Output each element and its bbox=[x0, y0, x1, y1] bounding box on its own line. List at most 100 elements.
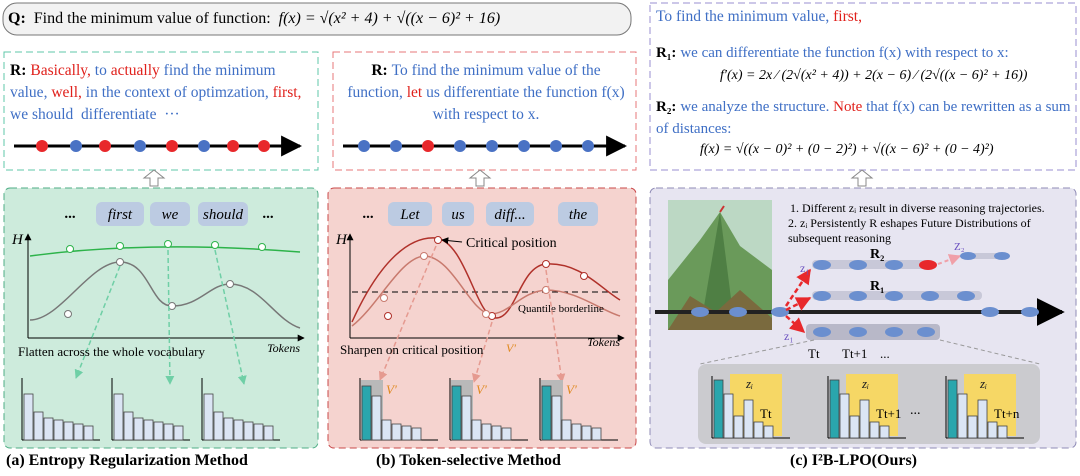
question: Q: Find the minimum value of function: f… bbox=[8, 8, 638, 30]
hist-bar bbox=[947, 379, 958, 439]
up-arrow bbox=[468, 169, 492, 187]
hist-bar bbox=[173, 425, 184, 441]
shape-g bbox=[378, 245, 566, 383]
hist-label: zᵢ bbox=[745, 376, 753, 391]
shape-line bbox=[937, 254, 962, 266]
hist-bar bbox=[361, 385, 372, 441]
caption: (a) Entropy Regularization Method bbox=[6, 452, 248, 469]
text-segment: find the minimum value, bbox=[10, 62, 280, 101]
token: we bbox=[162, 207, 179, 223]
shape-rect bbox=[558, 202, 598, 226]
shape-rect bbox=[96, 202, 144, 226]
shape-ellipse bbox=[1021, 307, 1039, 317]
text-segment: in the context of optimzation, bbox=[81, 84, 273, 101]
shape-ellipse bbox=[771, 307, 789, 317]
response-box-a bbox=[3, 51, 319, 171]
shape-rect bbox=[198, 202, 248, 226]
response-box-c bbox=[649, 2, 1077, 171]
shape-g bbox=[380, 252, 550, 318]
intro-text: To find the minimum value, first, bbox=[656, 8, 862, 25]
r1-text: we can differentiate the function f(x) w… bbox=[680, 45, 1008, 61]
shape-ellipse bbox=[518, 140, 530, 152]
hist-bar bbox=[869, 421, 880, 439]
shape-rect bbox=[486, 202, 534, 226]
tokens-b: ... Let us diff... the bbox=[362, 202, 598, 226]
shape-g bbox=[64, 258, 234, 318]
hist-bar bbox=[551, 395, 562, 441]
hist-bar bbox=[977, 399, 988, 439]
shape-path bbox=[719, 205, 725, 213]
token: us bbox=[451, 207, 465, 223]
hist-label: zᵢ bbox=[979, 376, 987, 391]
shape-circle bbox=[116, 258, 124, 266]
entropy-chart-a: H Tokens Flatten across the whole vocabu… bbox=[11, 232, 305, 385]
shape-ellipse bbox=[957, 291, 975, 301]
histograms-a bbox=[21, 378, 280, 441]
hist-bar bbox=[411, 427, 422, 441]
hist-bar bbox=[133, 417, 144, 441]
shape-ellipse bbox=[849, 327, 867, 337]
question-formula: f(x) = √(x² + 4) + √((x − 6)² + 16) bbox=[278, 10, 501, 27]
hist-bar bbox=[461, 395, 472, 441]
hist-bar bbox=[849, 415, 860, 439]
hist-bar bbox=[391, 423, 402, 441]
r2-formula: f(x) = √((x − 0)² + (0 − 2)²) + √((x − 6… bbox=[700, 142, 994, 157]
text-segment: Basically, bbox=[30, 62, 91, 79]
shape-circle bbox=[542, 260, 550, 268]
hist-bar bbox=[381, 419, 392, 441]
shape-g bbox=[74, 249, 247, 385]
hist-label: V′ bbox=[566, 382, 577, 397]
shape-ellipse bbox=[258, 140, 270, 152]
r1-label: R₁: bbox=[656, 45, 677, 61]
shape-polygon bbox=[700, 212, 735, 330]
hist-bar bbox=[581, 425, 592, 441]
hist-bar bbox=[713, 379, 724, 439]
hist-bar bbox=[401, 425, 412, 441]
shape-ellipse bbox=[919, 260, 937, 270]
shape-circle bbox=[164, 240, 172, 248]
hist-bar bbox=[83, 425, 94, 441]
text-segment: us differentiate the function f(x) with … bbox=[422, 84, 629, 123]
shape-g bbox=[813, 327, 935, 337]
shape-g bbox=[384, 236, 588, 320]
hist-bar bbox=[481, 423, 492, 441]
text-segment: first, bbox=[272, 84, 302, 101]
shape-circle bbox=[64, 310, 72, 318]
hist-bar bbox=[203, 393, 214, 441]
hist-bar bbox=[143, 419, 154, 441]
shape-ellipse bbox=[227, 140, 239, 152]
token: first bbox=[108, 207, 133, 223]
hist-bar bbox=[967, 415, 978, 439]
shape-g bbox=[784, 268, 812, 333]
panel-a bbox=[3, 187, 319, 449]
branch-label: R₁ bbox=[870, 279, 884, 294]
hist-label: V′ bbox=[386, 382, 397, 397]
annotation: Critical position bbox=[466, 236, 557, 251]
axis-label: H bbox=[11, 232, 24, 248]
hist-bar bbox=[541, 385, 552, 441]
shape-circle bbox=[226, 280, 234, 288]
shape-rect bbox=[150, 202, 190, 226]
token: should bbox=[203, 207, 244, 223]
text-segment: we analyze the structure. bbox=[680, 99, 834, 115]
branch-label: R₂ bbox=[870, 247, 884, 262]
r2: R₂: we analyze the structure. Note that f… bbox=[656, 96, 1076, 140]
shape-circle bbox=[482, 310, 490, 318]
shape-ellipse bbox=[917, 327, 935, 337]
intro: To find the minimum value, first, bbox=[656, 6, 1072, 28]
r1: R₁: we can differentiate the function f(x… bbox=[656, 42, 1076, 64]
hist-bar bbox=[233, 419, 244, 441]
shape-line bbox=[472, 321, 493, 383]
shape-line bbox=[378, 245, 437, 381]
text-segment: to bbox=[90, 62, 111, 79]
hist-label: V′ bbox=[476, 382, 487, 397]
shape-ellipse bbox=[921, 291, 939, 301]
hist-bar bbox=[753, 421, 764, 439]
shape-ellipse bbox=[813, 291, 831, 301]
response-b: R: To find the minimum value of the funct… bbox=[346, 60, 626, 126]
r2-text: we analyze the structure. Note that f(x)… bbox=[656, 99, 1074, 137]
